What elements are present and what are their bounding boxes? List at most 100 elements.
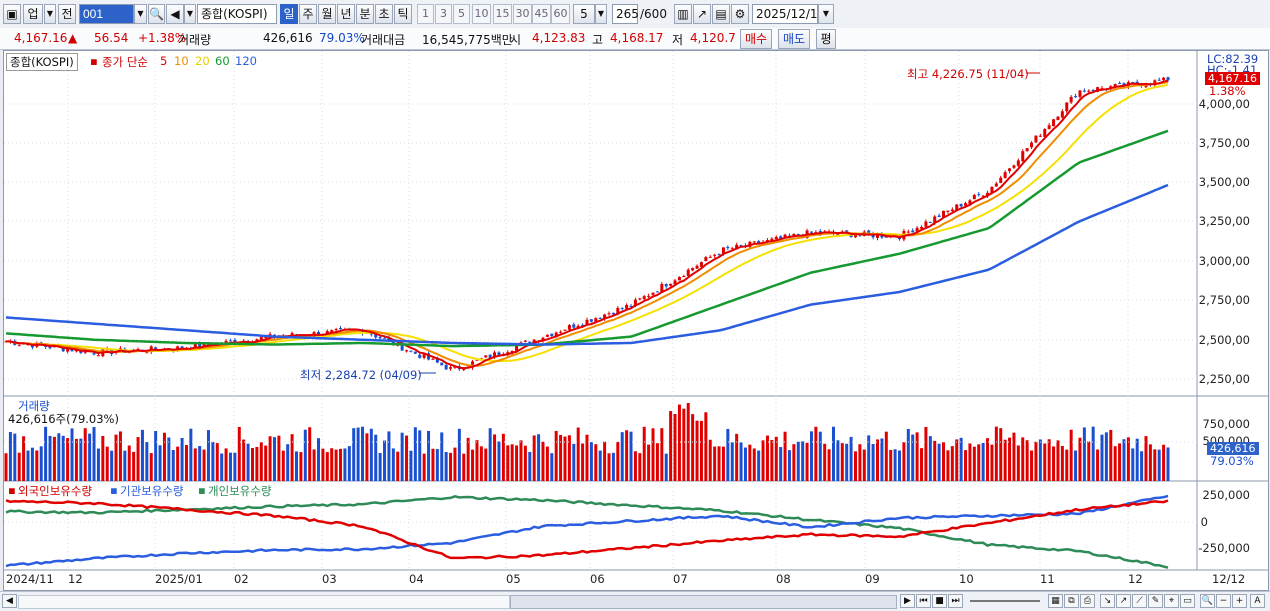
count-dropdown-icon[interactable]: ▼ — [595, 4, 607, 24]
volume-title[interactable]: 거래량 — [18, 399, 50, 413]
price-series-name[interactable]: 종합(KOSPI) — [6, 53, 78, 71]
minute-option[interactable]: 45 — [532, 4, 551, 24]
layout-icon[interactable]: ▦ — [1048, 594, 1063, 608]
window-menu-icon[interactable]: ▣ — [3, 4, 21, 24]
tool3-icon[interactable]: ⟋ — [1132, 594, 1147, 608]
chart-type-icon[interactable]: ▥ — [674, 4, 692, 24]
market-type-button[interactable]: 업 — [23, 4, 43, 24]
ma120-label[interactable]: 120 — [235, 54, 257, 68]
date-input[interactable]: 2025/12/12 — [752, 4, 825, 24]
buy-button[interactable]: 매수 — [740, 29, 772, 49]
candle-body — [405, 350, 409, 352]
candle-body — [959, 204, 963, 207]
volume-bar — [444, 452, 448, 481]
rewind-icon[interactable]: ⏮ — [916, 594, 931, 608]
minute-option[interactable]: 30 — [513, 4, 532, 24]
minute-option[interactable]: 3 — [435, 4, 452, 24]
zoom-out-icon[interactable]: − — [1216, 594, 1231, 608]
volume-bar — [457, 428, 461, 481]
speaker-icon[interactable]: ◀ — [166, 4, 184, 24]
chart-pane[interactable]: 종합(KOSPI) ▪ 종가 단순 5 10 20 60 120 최고 4,22… — [3, 50, 1269, 591]
minute-option[interactable]: 15 — [493, 4, 512, 24]
zoom-icon[interactable]: 🔍 — [1200, 594, 1215, 608]
volume-bar — [620, 432, 624, 481]
candle-body — [691, 268, 695, 271]
volume-bar — [488, 428, 492, 481]
chart-canvas[interactable] — [4, 51, 1268, 590]
step-forward-icon[interactable]: ▶ — [900, 594, 915, 608]
volume-bar — [682, 408, 686, 481]
volume-bar — [1100, 434, 1104, 481]
copy-icon[interactable]: ⧉ — [1064, 594, 1079, 608]
scroll-track[interactable] — [18, 595, 510, 609]
gear-icon[interactable]: ⚙ — [731, 4, 749, 24]
volume-bar — [845, 443, 849, 481]
high-annotation: 최고 4,226.75 (11/04) — [907, 67, 1029, 81]
candle-body — [906, 231, 910, 233]
calendar-dropdown-icon[interactable]: ▼ — [818, 4, 834, 24]
scroll-thumb[interactable] — [510, 595, 897, 609]
tool4-icon[interactable]: ✎ — [1148, 594, 1163, 608]
up-arrow-icon: ▲ — [68, 31, 78, 45]
tool2-icon[interactable]: ↗ — [1116, 594, 1131, 608]
volume-bar — [57, 433, 61, 481]
tool5-icon[interactable]: ⌖ — [1164, 594, 1179, 608]
tool1-icon[interactable]: ↘ — [1100, 594, 1115, 608]
eval-button[interactable]: 평 — [816, 29, 836, 49]
print-icon[interactable]: ⎙ — [1080, 594, 1095, 608]
ma5-label[interactable]: 5 — [160, 54, 168, 68]
auto-scale-icon[interactable]: A — [1250, 594, 1265, 608]
ma-prefix[interactable]: 종가 단순 — [102, 55, 148, 69]
draw-tool-icon[interactable]: ↗ — [693, 4, 711, 24]
last-pct-label: 1.38% — [1209, 84, 1246, 98]
speaker-dropdown-icon[interactable]: ▼ — [184, 4, 196, 24]
legend-indiv[interactable]: 개인보유수량 — [208, 484, 272, 498]
period-tab[interactable]: 분 — [356, 4, 374, 24]
period-tab[interactable]: 주 — [299, 4, 317, 24]
minute-option[interactable]: 5 — [453, 4, 470, 24]
volume-bar — [308, 427, 312, 481]
volume-bar — [695, 420, 699, 481]
volume-bar — [22, 436, 26, 481]
ma20-label[interactable]: 20 — [195, 54, 210, 68]
period-tab[interactable]: 일 — [280, 4, 298, 24]
code-dropdown-icon[interactable]: ▼ — [134, 4, 147, 24]
range-input[interactable]: 265 — [612, 4, 639, 24]
candle-body — [757, 241, 761, 244]
volume-bar — [497, 441, 501, 481]
period-tab[interactable]: 월 — [318, 4, 336, 24]
sell-button[interactable]: 매도 — [778, 29, 810, 49]
minute-option[interactable]: 60 — [551, 4, 570, 24]
period-tab[interactable]: 년 — [337, 4, 355, 24]
legend-inst[interactable]: 기관보유수량 — [120, 484, 184, 498]
code-input[interactable] — [79, 4, 134, 24]
speed-slider[interactable] — [970, 600, 1040, 602]
candle-body — [550, 333, 554, 336]
candle-body — [625, 304, 629, 309]
scroll-left-icon[interactable]: ◀ — [2, 594, 17, 608]
save-icon[interactable]: ▤ — [712, 4, 730, 24]
scroll-bar[interactable]: ◀ ▶ ⏮ ■ ⏭ ▦ ⧉ ⎙ ↘ ↗ ⟋ ✎ ⌖ ▭ 🔍 − + A — [0, 591, 1270, 611]
volume-bar — [83, 428, 87, 481]
prev-button[interactable]: 전 — [58, 4, 76, 24]
candle-body — [44, 346, 48, 348]
minute-option[interactable]: 10 — [472, 4, 491, 24]
candle-body — [1025, 148, 1029, 152]
name-field[interactable]: 종합(KOSPI) — [197, 4, 277, 24]
volume-bar — [761, 440, 765, 481]
legend-foreign[interactable]: 외국인보유수량 — [18, 484, 93, 498]
period-tab[interactable]: 틱 — [394, 4, 412, 24]
candle-body — [647, 295, 651, 297]
ma60-label[interactable]: 60 — [215, 54, 230, 68]
market-dropdown-icon[interactable]: ▼ — [44, 4, 56, 24]
search-icon[interactable]: 🔍 — [148, 4, 165, 24]
stop-icon[interactable]: ■ — [932, 594, 947, 608]
ma10-label[interactable]: 10 — [174, 54, 189, 68]
fast-forward-icon[interactable]: ⏭ — [948, 594, 963, 608]
period-tab[interactable]: 초 — [375, 4, 393, 24]
tool6-icon[interactable]: ▭ — [1180, 594, 1195, 608]
zoom-in-icon[interactable]: + — [1232, 594, 1247, 608]
count-select[interactable]: 5 — [573, 4, 595, 24]
volume-bar — [281, 450, 285, 481]
minute-option[interactable]: 1 — [417, 4, 434, 24]
